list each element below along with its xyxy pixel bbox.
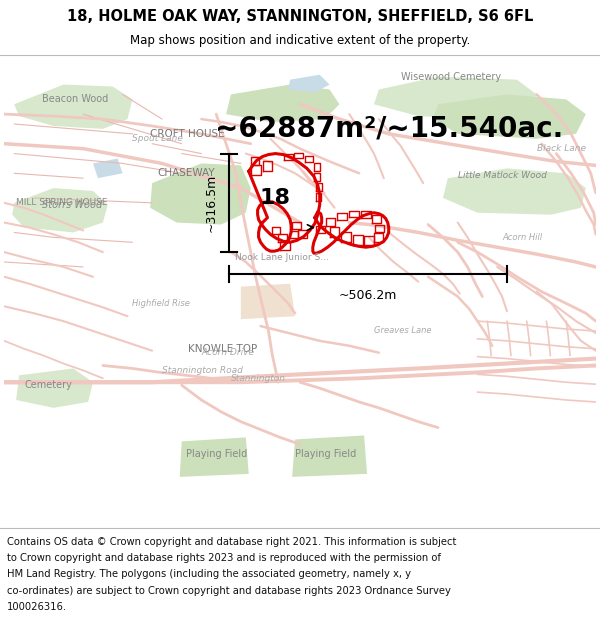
Polygon shape bbox=[180, 438, 249, 477]
Polygon shape bbox=[226, 84, 340, 122]
Text: ~62887m²/~15.540ac.: ~62887m²/~15.540ac. bbox=[215, 115, 563, 143]
Text: Cemetery: Cemetery bbox=[24, 380, 72, 390]
Polygon shape bbox=[150, 163, 251, 224]
Polygon shape bbox=[374, 77, 536, 119]
Text: Wisewood Cemetery: Wisewood Cemetery bbox=[401, 72, 500, 82]
Text: HM Land Registry. The polygons (including the associated geometry, namely x, y: HM Land Registry. The polygons (includin… bbox=[7, 569, 411, 579]
Text: Playing Field: Playing Field bbox=[185, 449, 247, 459]
Text: ~316.5m: ~316.5m bbox=[204, 174, 217, 232]
Text: 100026316.: 100026316. bbox=[7, 602, 67, 612]
Text: ~506.2m: ~506.2m bbox=[339, 289, 397, 302]
Text: CROFT HOUSE: CROFT HOUSE bbox=[150, 129, 225, 139]
Text: Greaves Lane: Greaves Lane bbox=[374, 326, 431, 336]
Polygon shape bbox=[288, 75, 329, 92]
Polygon shape bbox=[12, 188, 108, 232]
Polygon shape bbox=[443, 168, 586, 214]
Text: Storrs Wood: Storrs Wood bbox=[42, 200, 102, 210]
Text: to Crown copyright and database rights 2023 and is reproduced with the permissio: to Crown copyright and database rights 2… bbox=[7, 553, 441, 563]
Polygon shape bbox=[292, 436, 367, 477]
Text: MILL SPRING HOUSE: MILL SPRING HOUSE bbox=[16, 198, 107, 208]
Text: Nook Lane Junior S...: Nook Lane Junior S... bbox=[235, 253, 329, 262]
Text: Contains OS data © Crown copyright and database right 2021. This information is : Contains OS data © Crown copyright and d… bbox=[7, 537, 457, 547]
Text: co-ordinates) are subject to Crown copyright and database rights 2023 Ordnance S: co-ordinates) are subject to Crown copyr… bbox=[7, 586, 451, 596]
Text: Stannington: Stannington bbox=[231, 374, 286, 382]
Text: CHASEWAY: CHASEWAY bbox=[157, 168, 215, 178]
Text: Little Matlock Wood: Little Matlock Wood bbox=[458, 171, 547, 180]
Text: Beacon Wood: Beacon Wood bbox=[42, 94, 108, 104]
Polygon shape bbox=[241, 284, 295, 319]
Text: Black Lane: Black Lane bbox=[536, 144, 586, 153]
Text: Spout Lane: Spout Lane bbox=[131, 134, 182, 143]
Text: 18, HOLME OAK WAY, STANNINGTON, SHEFFIELD, S6 6FL: 18, HOLME OAK WAY, STANNINGTON, SHEFFIEL… bbox=[67, 9, 533, 24]
Polygon shape bbox=[433, 94, 586, 139]
Polygon shape bbox=[16, 369, 93, 408]
Text: Acorn Hill: Acorn Hill bbox=[502, 233, 542, 242]
Text: Map shows position and indicative extent of the property.: Map shows position and indicative extent… bbox=[130, 34, 470, 48]
Text: Highfield Rise: Highfield Rise bbox=[133, 299, 190, 308]
Text: Playing Field: Playing Field bbox=[295, 449, 356, 459]
Text: 18: 18 bbox=[260, 188, 291, 208]
Polygon shape bbox=[93, 159, 122, 178]
Text: Acorn Drive: Acorn Drive bbox=[202, 348, 254, 357]
Polygon shape bbox=[14, 84, 133, 129]
Text: KNOWLE TOP: KNOWLE TOP bbox=[188, 344, 257, 354]
Text: Stannington Road: Stannington Road bbox=[162, 366, 243, 375]
